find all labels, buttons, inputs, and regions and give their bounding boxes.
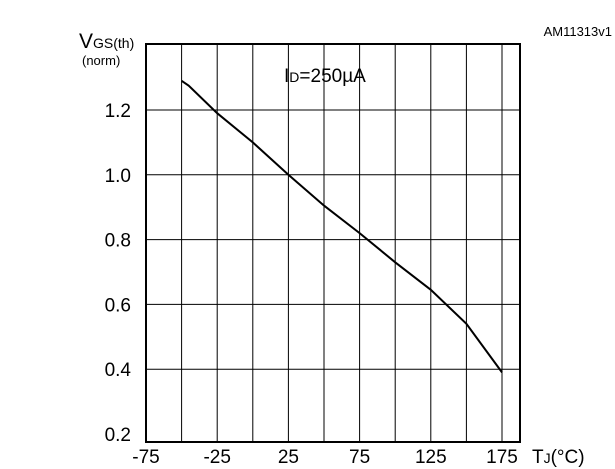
x-tick-label: 175: [486, 447, 518, 468]
x-tick-label: -75: [132, 447, 159, 468]
plot-frame: [145, 43, 521, 443]
x-tick-labels: -75 -25 25 75 125 175: [132, 447, 518, 468]
grid: [146, 44, 520, 442]
x-tick-label: -25: [203, 447, 230, 468]
figure-id: AM11313v1: [544, 24, 612, 39]
x-axis-label: TJ(°C): [532, 447, 585, 468]
test-condition-annotation: ID=250µA: [284, 66, 366, 87]
x-tick-label: 25: [278, 447, 299, 468]
x-tick-label: 75: [349, 447, 370, 468]
y-tick-label: 0.8: [105, 231, 131, 252]
y-axis-label-secondary: (norm): [82, 53, 120, 68]
y-tick-label: 1.0: [105, 166, 131, 187]
y-tick-label: 0.4: [105, 360, 132, 381]
y-axis-label: VGS(th): [79, 30, 134, 53]
y-tick-label: 0.2: [105, 425, 131, 446]
x-tick-label: 125: [415, 447, 447, 468]
y-tick-label: 0.6: [105, 295, 131, 316]
y-tick-labels: 0.2 0.4 0.6 0.8 1.0 1.2: [105, 101, 132, 446]
y-tick-label: 1.2: [105, 101, 131, 122]
vgs-th-curve: [181, 79, 503, 373]
